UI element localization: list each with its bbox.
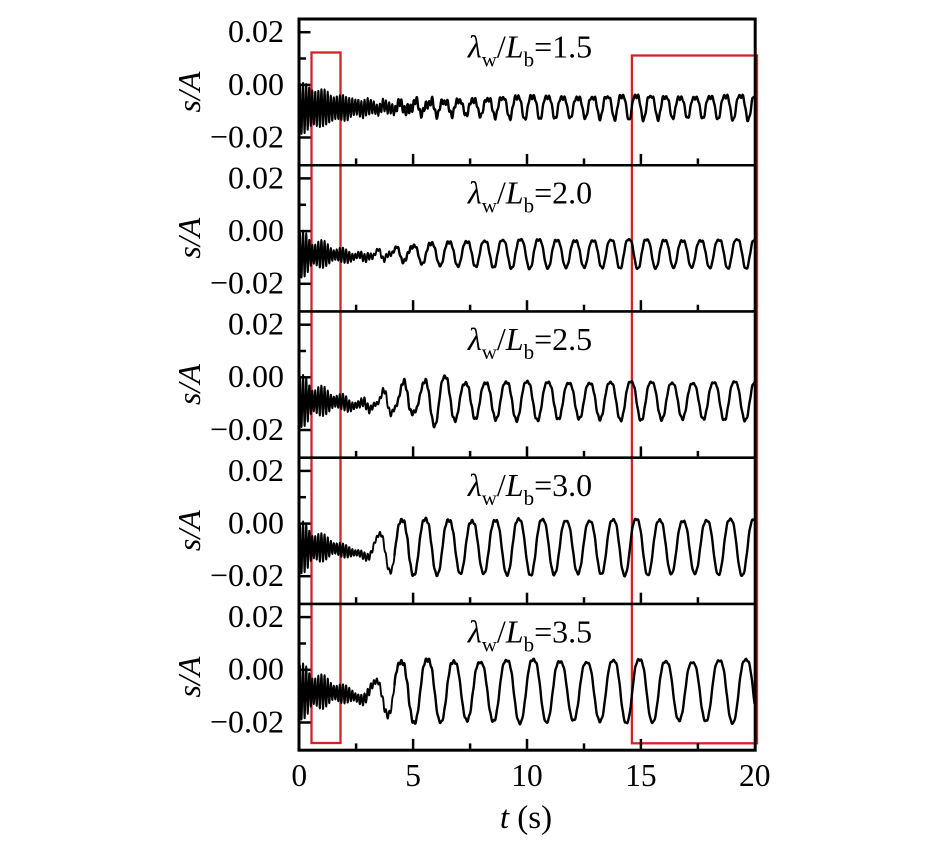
svg-text:0.02: 0.02	[228, 452, 284, 488]
svg-text:s/A: s/A	[171, 217, 207, 258]
svg-text:0.00: 0.00	[228, 212, 284, 248]
svg-text:t (s): t (s)	[500, 800, 552, 836]
svg-text:0.00: 0.00	[228, 651, 284, 687]
svg-text:−0.02: −0.02	[210, 265, 284, 301]
svg-text:s/A: s/A	[171, 71, 207, 112]
svg-text:λw/Lb=1.5: λw/Lb=1.5	[467, 29, 592, 72]
svg-text:−0.02: −0.02	[210, 703, 284, 739]
svg-text:−0.02: −0.02	[210, 411, 284, 447]
svg-text:λw/Lb=2.0: λw/Lb=2.0	[467, 175, 592, 218]
svg-text:λw/Lb=3.5: λw/Lb=3.5	[467, 614, 592, 657]
svg-text:10: 10	[511, 758, 543, 793]
svg-text:0: 0	[291, 758, 307, 793]
svg-text:0.02: 0.02	[228, 306, 284, 342]
svg-text:s/A: s/A	[171, 364, 207, 405]
svg-text:λw/Lb=2.5: λw/Lb=2.5	[467, 321, 592, 364]
svg-text:0.02: 0.02	[228, 159, 284, 195]
svg-text:5: 5	[405, 758, 421, 793]
svg-text:0.00: 0.00	[228, 66, 284, 102]
svg-text:0.02: 0.02	[228, 598, 284, 634]
svg-text:−0.02: −0.02	[210, 118, 284, 154]
svg-text:0.00: 0.00	[228, 505, 284, 541]
svg-text:s/A: s/A	[171, 510, 207, 551]
svg-text:15: 15	[625, 758, 657, 793]
svg-text:20: 20	[739, 758, 771, 793]
svg-text:s/A: s/A	[171, 656, 207, 697]
svg-text:λw/Lb=3.0: λw/Lb=3.0	[467, 467, 592, 510]
svg-text:−0.02: −0.02	[210, 557, 284, 593]
svg-text:0.00: 0.00	[228, 358, 284, 394]
svg-text:0.02: 0.02	[228, 13, 284, 49]
